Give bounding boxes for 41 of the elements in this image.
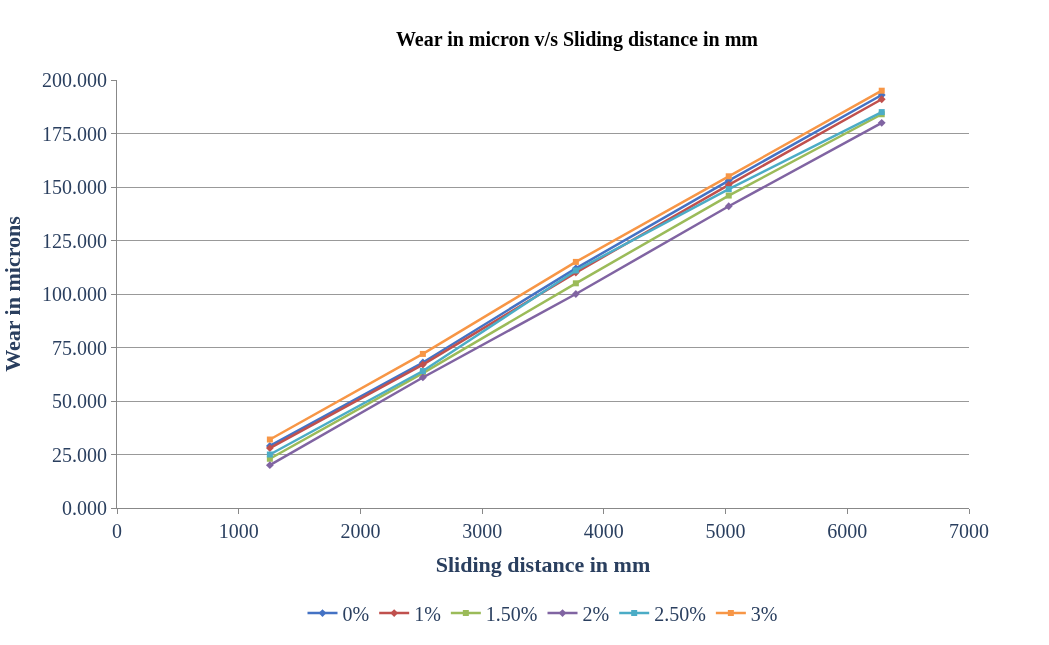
y-tick-label: 25.000 bbox=[52, 443, 107, 466]
legend-label: 1% bbox=[414, 602, 441, 625]
legend-label: 2.50% bbox=[654, 602, 706, 625]
x-tick-label: 6000 bbox=[827, 520, 868, 542]
legend-label: 2% bbox=[582, 602, 610, 625]
y-axis-title: Wear in microns bbox=[0, 215, 25, 372]
y-tick-label: 75.000 bbox=[52, 336, 107, 359]
point bbox=[877, 95, 886, 104]
x-tick-label: 4000 bbox=[583, 520, 624, 542]
x-tick-label: 0 bbox=[112, 520, 122, 542]
y-tick-label: 150.000 bbox=[42, 176, 107, 198]
point bbox=[571, 290, 580, 298]
point bbox=[878, 87, 885, 94]
x-tick-label: 5000 bbox=[705, 520, 746, 542]
y-tick-label: 0.000 bbox=[62, 497, 107, 519]
point bbox=[418, 373, 427, 382]
point bbox=[572, 258, 579, 265]
point bbox=[266, 451, 273, 458]
x-tick-label: 1000 bbox=[218, 520, 259, 542]
point bbox=[724, 202, 733, 211]
point bbox=[725, 173, 732, 180]
x-tick-label: 2000 bbox=[340, 520, 381, 542]
point bbox=[266, 436, 273, 443]
legend-label: 0% bbox=[342, 602, 370, 625]
legend-label: 1.50% bbox=[485, 602, 538, 625]
y-tick-label: 200.000 bbox=[42, 69, 107, 91]
point bbox=[265, 461, 274, 470]
y-tick-label: 100.000 bbox=[42, 283, 107, 305]
point bbox=[572, 280, 579, 287]
y-tick-label: 50.000 bbox=[52, 390, 107, 412]
chart-title: Wear in micron v/s Sliding distance in mm bbox=[395, 28, 759, 52]
y-tick-label: 175.000 bbox=[42, 122, 107, 145]
point bbox=[725, 186, 732, 193]
point bbox=[419, 350, 426, 357]
x-tick-label: 3000 bbox=[462, 520, 503, 542]
x-tick-label: 7000 bbox=[949, 520, 989, 542]
x-axis-title: Sliding distance in mm bbox=[435, 551, 651, 577]
point bbox=[725, 192, 732, 199]
legend-label: 3% bbox=[750, 602, 778, 625]
y-tick-label: 125.000 bbox=[42, 229, 107, 252]
point bbox=[877, 118, 886, 127]
